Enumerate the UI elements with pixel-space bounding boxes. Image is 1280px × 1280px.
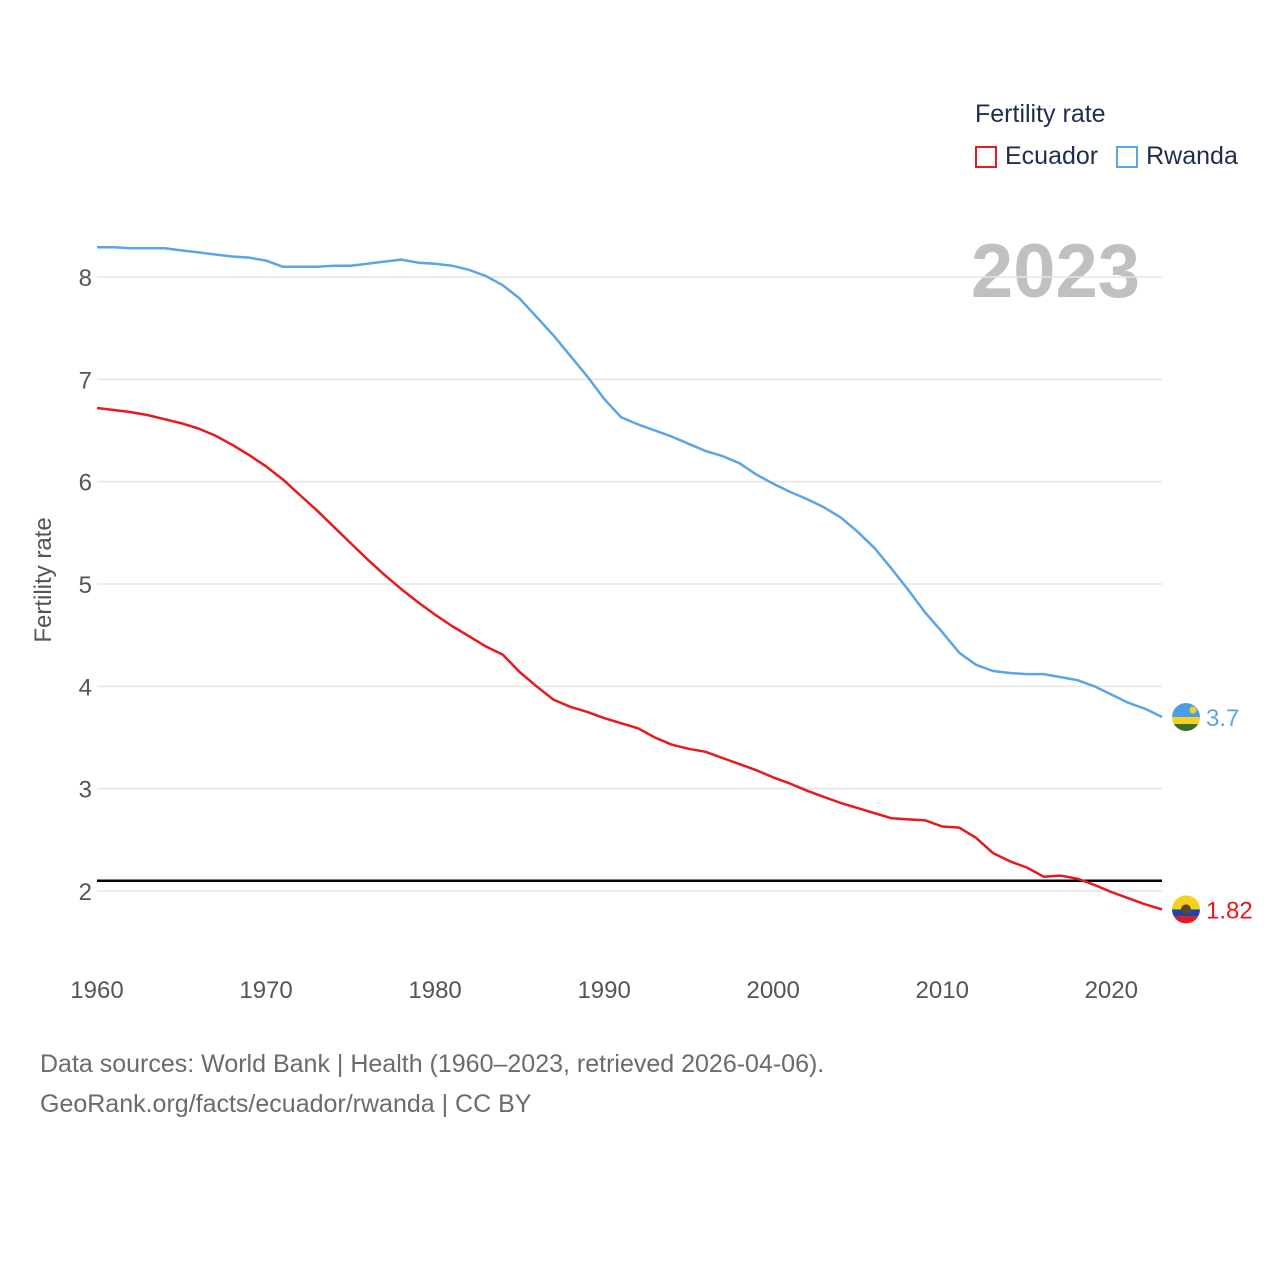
end-value-label-rwanda: 3.7	[1206, 705, 1239, 732]
legend-label-rwanda: Rwanda	[1146, 142, 1238, 170]
y-tick-label-2: 2	[79, 879, 92, 906]
legend-swatch-rwanda	[1116, 145, 1139, 168]
y-tick-label-6: 6	[79, 470, 92, 497]
y-tick-label-7: 7	[79, 367, 92, 394]
y-axis-label: Fertility rate	[30, 517, 57, 642]
data-source-text: Data sources: World Bank | Health (1960–…	[40, 1050, 825, 1078]
series-line-ecuador	[96, 406, 1163, 911]
x-tick-label-1980: 1980	[408, 977, 461, 1004]
legend-swatch-ecuador	[975, 145, 997, 168]
y-tick-label-8: 8	[79, 265, 92, 292]
x-tick-label-1990: 1990	[577, 977, 630, 1004]
legend-item-ecuador[interactable]: Ecuador	[975, 142, 1098, 171]
x-tick-label-2020: 2020	[1085, 977, 1138, 1004]
series-line-rwanda	[97, 246, 1163, 719]
flag-icon-ecuador	[1172, 895, 1200, 924]
y-tick-label-4: 4	[79, 674, 92, 701]
end-value-label-ecuador: 1.82	[1206, 897, 1253, 924]
year-label: 2023	[970, 229, 1140, 314]
legend-title: Fertility rate	[975, 100, 1106, 128]
y-tick-label-3: 3	[79, 777, 92, 804]
footer: Data sources: World Bank | Health (1960–…	[40, 1044, 824, 1124]
attribution-link[interactable]: GeoRank.org/facts/ecuador/rwanda | CC BY	[40, 1090, 532, 1118]
x-tick-label-1970: 1970	[239, 977, 292, 1004]
legend: Ecuador Rwanda	[975, 142, 1256, 171]
legend-item-rwanda[interactable]: Rwanda	[1116, 142, 1238, 171]
x-tick-label-1960: 1960	[70, 977, 123, 1004]
legend-label-ecuador: Ecuador	[1005, 142, 1099, 170]
x-tick-label-2000: 2000	[746, 977, 799, 1004]
flag-icon-rwanda	[1172, 703, 1200, 732]
y-tick-label-5: 5	[79, 572, 92, 599]
x-tick-label-2010: 2010	[916, 977, 969, 1004]
